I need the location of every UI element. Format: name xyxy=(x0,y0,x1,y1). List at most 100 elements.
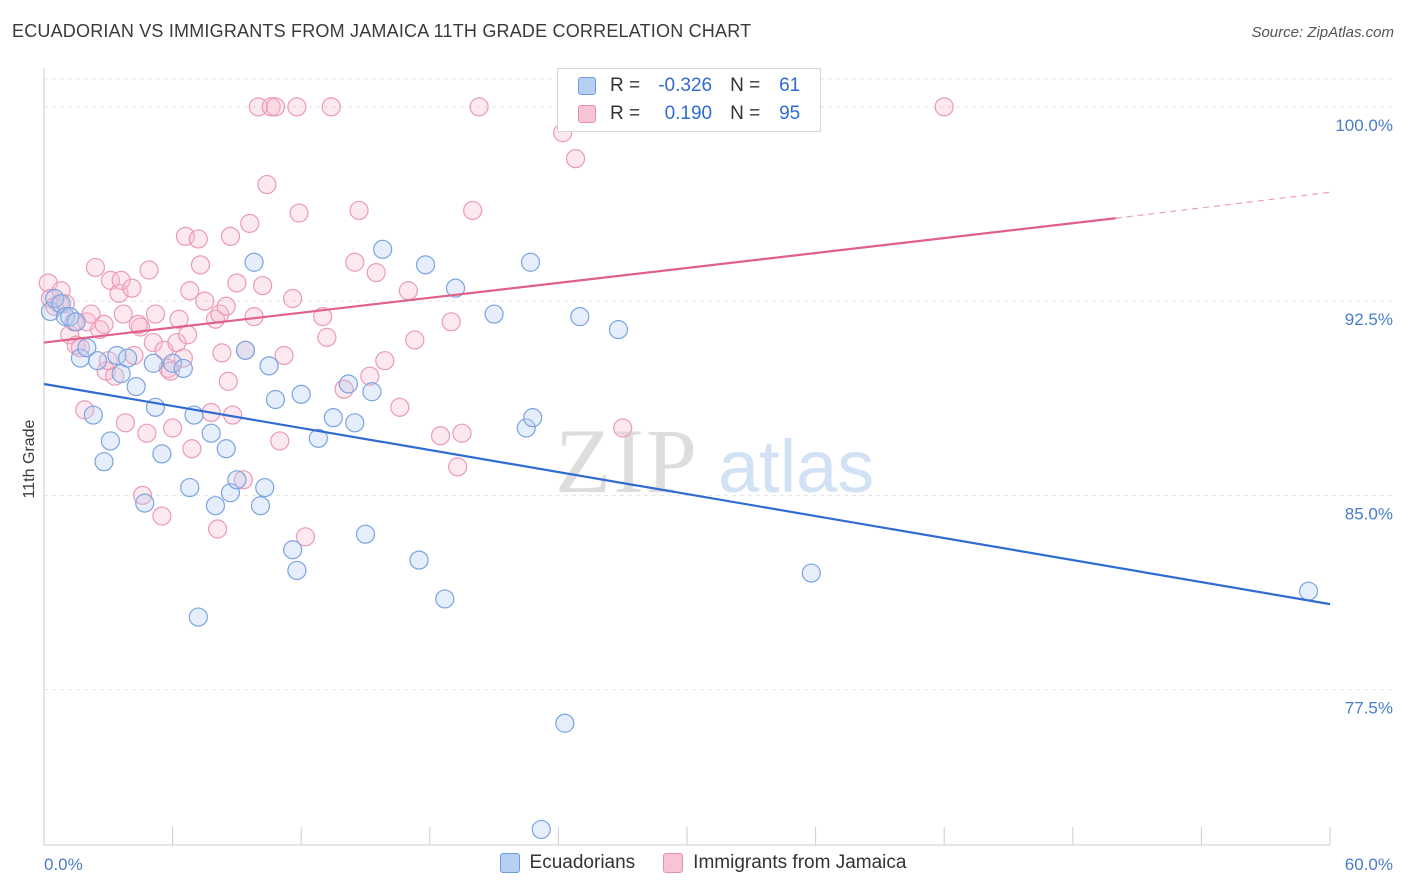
axes xyxy=(43,68,1331,846)
data-point-jamaica xyxy=(934,97,954,117)
data-point-jamaica xyxy=(216,296,236,316)
trend-line-jamaica xyxy=(43,217,1116,344)
trend-line-jamaica-extension xyxy=(1115,191,1331,219)
data-point-jamaica xyxy=(212,343,232,363)
data-point-ecuadorians xyxy=(801,563,821,583)
data-point-ecuadorians xyxy=(55,307,76,327)
data-point-jamaica xyxy=(188,229,208,249)
data-point-ecuadorians xyxy=(135,493,155,513)
data-point-ecuadorians xyxy=(338,374,358,394)
data-point-jamaica xyxy=(178,325,198,345)
data-point-ecuadorians xyxy=(143,353,163,373)
data-point-ecuadorians xyxy=(205,496,226,516)
data-point-ecuadorians xyxy=(163,353,183,373)
legend-n-label: N = xyxy=(730,103,761,124)
data-point-jamaica xyxy=(469,97,489,117)
data-point-jamaica xyxy=(190,255,211,275)
data-point-ecuadorians xyxy=(323,408,343,428)
legend-r-label: R = xyxy=(610,75,641,96)
tick-labels: 77.5% 85.0% 92.5% 100.0% 0.0% 60.0% xyxy=(44,116,1393,874)
data-point-jamaica xyxy=(287,97,307,117)
data-point-ecuadorians xyxy=(570,307,590,327)
data-point-ecuadorians xyxy=(100,431,121,451)
data-point-jamaica xyxy=(349,200,369,221)
data-point-ecuadorians xyxy=(201,423,221,443)
data-point-ecuadorians xyxy=(152,444,172,464)
y-tick-label: 85.0% xyxy=(1345,504,1393,523)
data-point-jamaica xyxy=(463,200,483,221)
data-point-jamaica xyxy=(565,149,586,169)
legend-row-jamaica: R = 0.190 N = 95 xyxy=(578,101,800,127)
data-point-jamaica xyxy=(448,457,468,477)
data-point-jamaica xyxy=(398,281,418,301)
data-point-jamaica xyxy=(113,304,133,324)
data-point-ecuadorians xyxy=(484,304,504,324)
trend-line-ecuadorians xyxy=(43,382,1331,606)
data-point-jamaica xyxy=(208,519,228,539)
legend-n-label: N = xyxy=(730,75,761,96)
chart-title: ECUADORIAN VS IMMIGRANTS FROM JAMAICA 11… xyxy=(12,21,752,41)
data-point-jamaica xyxy=(233,470,253,490)
data-point-jamaica xyxy=(390,397,410,417)
legend-item-jamaica[interactable]: Immigrants from Jamaica xyxy=(663,852,906,874)
data-point-ecuadorians xyxy=(188,607,208,627)
legend-item-ecuadorians[interactable]: Ecuadorians xyxy=(499,852,635,874)
data-point-ecuadorians xyxy=(555,713,575,733)
data-point-ecuadorians xyxy=(287,560,307,581)
x-tick-label-min: 0.0% xyxy=(44,855,83,874)
watermark-atlas: atlas xyxy=(718,425,874,508)
data-point-ecuadorians xyxy=(87,351,108,371)
data-point-jamaica xyxy=(122,278,142,298)
data-point-jamaica xyxy=(360,366,380,386)
data-point-jamaica xyxy=(405,330,425,350)
data-point-jamaica xyxy=(173,348,193,368)
data-point-ecuadorians xyxy=(409,550,429,570)
data-point-jamaica xyxy=(182,439,202,459)
data-point-ecuadorians xyxy=(1298,581,1319,601)
data-point-jamaica xyxy=(613,418,633,438)
legend-swatch-pink xyxy=(578,105,596,123)
data-point-ecuadorians xyxy=(291,384,311,404)
data-point-ecuadorians xyxy=(608,319,629,340)
data-point-ecuadorians xyxy=(373,239,393,259)
data-point-jamaica xyxy=(345,252,365,272)
data-point-jamaica xyxy=(270,431,290,451)
data-point-jamaica xyxy=(115,413,136,433)
data-point-ecuadorians xyxy=(345,413,365,433)
data-point-jamaica xyxy=(283,288,303,309)
data-point-ecuadorians xyxy=(516,418,536,438)
data-point-jamaica xyxy=(152,506,172,526)
data-point-jamaica xyxy=(366,263,386,283)
data-point-jamaica xyxy=(375,351,395,371)
legend-r-label: R = xyxy=(610,103,641,124)
data-point-jamaica xyxy=(94,314,114,335)
y-tick-label: 77.5% xyxy=(1345,699,1393,718)
stats-legend: R = -0.326 N = 61 R = 0.190 N = 95 xyxy=(557,68,821,132)
data-point-jamaica xyxy=(163,418,183,438)
data-point-ecuadorians xyxy=(60,307,80,327)
data-point-ecuadorians xyxy=(250,496,271,516)
x-tick-label-max: 60.0% xyxy=(1345,855,1393,874)
data-point-jamaica xyxy=(169,309,189,329)
data-point-jamaica xyxy=(218,371,238,391)
data-point-jamaica xyxy=(81,304,101,324)
y-axis-label: 11th Grade xyxy=(21,419,38,498)
data-point-jamaica xyxy=(295,527,316,547)
data-point-jamaica xyxy=(195,291,215,311)
data-point-jamaica xyxy=(430,426,451,446)
legend-swatch-pink xyxy=(663,853,684,873)
data-point-jamaica xyxy=(289,203,309,223)
legend-swatch-blue xyxy=(578,77,596,95)
data-point-jamaica xyxy=(257,174,277,195)
data-point-ecuadorians xyxy=(435,589,455,609)
data-point-jamaica xyxy=(253,275,273,296)
data-point-ecuadorians xyxy=(308,428,328,448)
legend-swatch-blue xyxy=(499,853,520,873)
data-point-jamaica xyxy=(180,281,200,301)
data-point-jamaica xyxy=(145,304,166,324)
data-point-ecuadorians xyxy=(255,477,275,498)
data-point-ecuadorians xyxy=(259,356,279,376)
data-point-jamaica xyxy=(265,97,286,117)
data-point-jamaica xyxy=(132,485,153,505)
data-point-jamaica xyxy=(452,423,472,443)
